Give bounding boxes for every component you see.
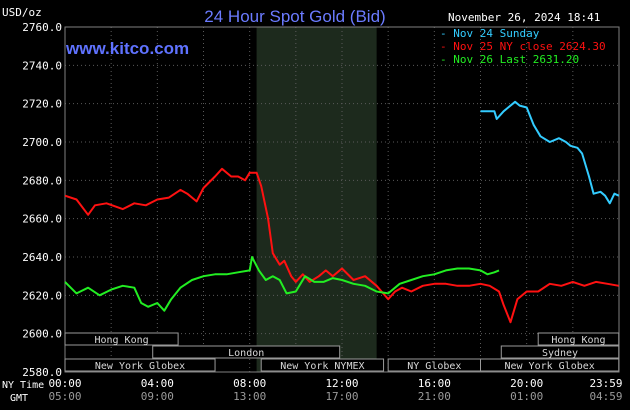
session-label: Hong Kong: [94, 335, 148, 346]
session-bar: [64, 358, 216, 372]
x-tick-label-gmt: 01:00: [510, 390, 543, 403]
x-tick-label-ny: 23:59: [589, 377, 622, 390]
x-row-label-ny: NY Time: [2, 380, 44, 391]
y-tick-label: 2660.0: [22, 213, 62, 226]
session-label: Sydney: [542, 348, 578, 359]
x-tick-label-gmt: 05:00: [48, 390, 81, 403]
session-bar: [537, 332, 620, 346]
nymex-session-shade: [256, 27, 377, 372]
y-tick-label: 2680.0: [22, 174, 62, 187]
x-tick-label-gmt: 21:00: [418, 390, 451, 403]
x-tick-label-gmt: 04:59: [589, 390, 622, 403]
session-label: New York Globex: [504, 361, 594, 372]
y-tick-label: 2620.0: [22, 289, 62, 302]
chart-title: 24 Hour Spot Gold (Bid): [204, 7, 385, 26]
y-tick-label: 2760.0: [22, 21, 62, 34]
legend-entry-nov24: - Nov 24 Sunday: [440, 27, 540, 40]
x-tick-label-ny: 20:00: [510, 377, 543, 390]
legend-entry-nov26: - Nov 26 Last 2631.20: [440, 53, 579, 66]
legend: - Nov 24 Sunday - Nov 25 NY close 2624.3…: [440, 27, 606, 66]
y-tick-label: 2740.0: [22, 59, 62, 72]
series-line-1: [480, 100, 620, 205]
y-tick-label: 2640.0: [22, 251, 62, 264]
x-row-label-gmt: GMT: [10, 393, 28, 404]
session-bar: [480, 358, 620, 372]
x-tick-label-ny: 04:00: [141, 377, 174, 390]
x-tick-label-ny: 00:00: [48, 377, 81, 390]
x-tick-label-ny: 08:00: [233, 377, 266, 390]
y-tick-label: 2700.0: [22, 136, 62, 149]
y-tick-label: 2720.0: [22, 98, 62, 111]
session-label: Hong Kong: [551, 335, 605, 346]
kitco-watermark: www.kitco.com: [65, 39, 189, 58]
session-label: NY Globex: [407, 361, 461, 372]
session-label: London: [228, 348, 264, 359]
y-tick-label: 2580.0: [22, 366, 62, 379]
legend-entry-nov25: - Nov 25 NY close 2624.30: [440, 40, 606, 53]
session-bar: [500, 345, 620, 359]
x-tick-label-gmt: 13:00: [233, 390, 266, 403]
series-line-2: [64, 167, 619, 324]
x-tick-label-ny: 12:00: [325, 377, 358, 390]
x-tick-label-gmt: 17:00: [325, 390, 358, 403]
y-tick-label: 2600.0: [22, 328, 62, 341]
timestamp: November 26, 2024 18:41: [448, 11, 600, 24]
session-bar: [260, 358, 385, 372]
y-unit-label: USD/oz: [2, 6, 42, 19]
series-line-3: [64, 256, 500, 312]
session-label: New York NYMEX: [280, 361, 364, 372]
x-tick-label-gmt: 09:00: [141, 390, 174, 403]
session-bar: [64, 332, 179, 346]
session-bar: [152, 345, 341, 359]
x-tick-label-ny: 16:00: [418, 377, 451, 390]
plot-border: [64, 26, 620, 373]
session-label: New York Globex: [95, 361, 185, 372]
